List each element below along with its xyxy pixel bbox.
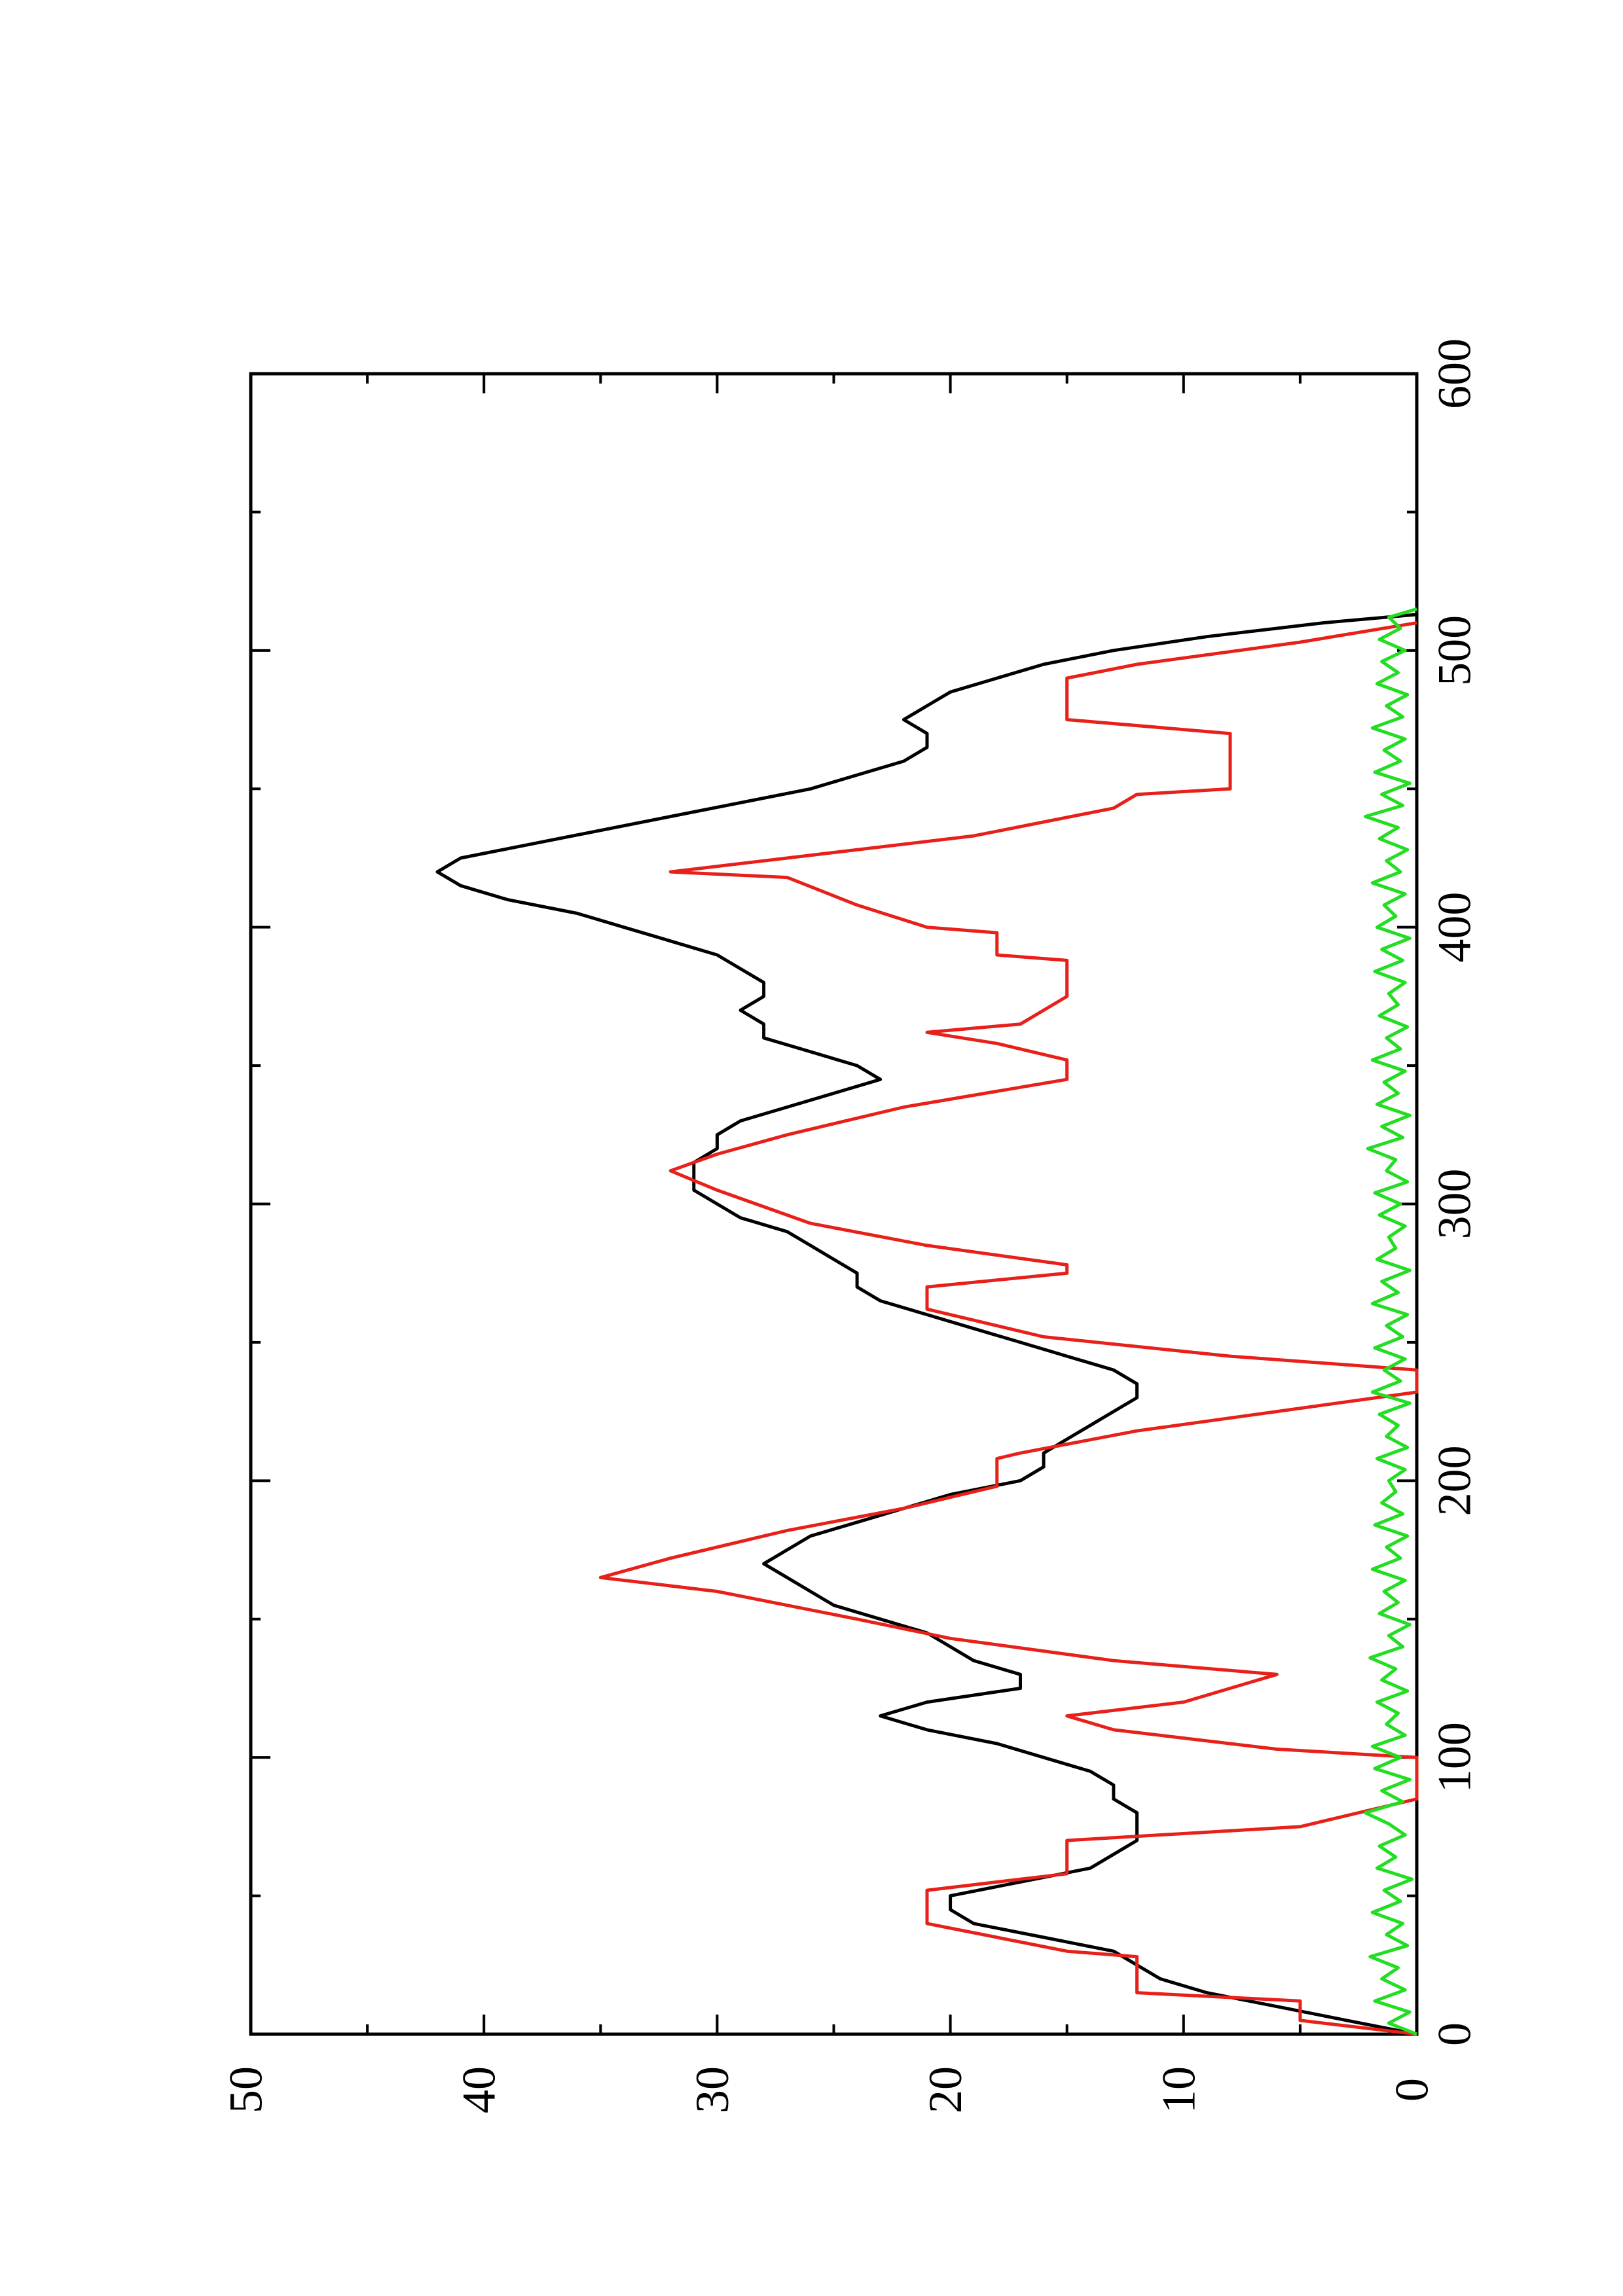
plot-frame (249, 372, 1419, 2036)
y-tick-label: 20 (919, 2066, 972, 2113)
y-tick-label: 50 (220, 2066, 272, 2113)
tick-labels: 0 100 200 300 400 500 600 0 10 20 30 40 50 (220, 338, 1481, 2113)
series-layer (435, 607, 1419, 2036)
x-tick-label: 600 (1429, 338, 1481, 409)
x-tick-label: 100 (1429, 1722, 1481, 1793)
x-tick-label: 200 (1429, 1445, 1481, 1516)
y-tick-label: 0 (1386, 2078, 1438, 2102)
series-line-1 (435, 613, 1417, 2036)
x-tick-label: 400 (1429, 892, 1481, 963)
y-tick-label: 10 (1152, 2066, 1205, 2113)
y-tick-label: 40 (453, 2066, 505, 2113)
x-tick-label: 500 (1429, 615, 1481, 686)
x-tick-label: 300 (1429, 1169, 1481, 1240)
series-line-3 (1364, 607, 1417, 2036)
ticks (249, 372, 1418, 2036)
x-tick-label: 0 (1429, 2022, 1481, 2046)
y-tick-label: 30 (686, 2066, 739, 2113)
series-line-2 (598, 621, 1419, 2036)
